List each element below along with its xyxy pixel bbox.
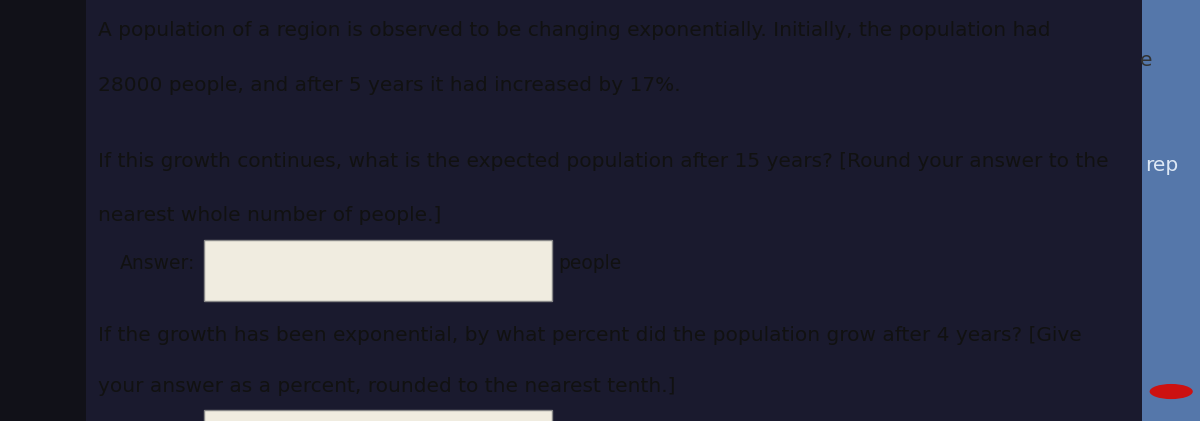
Bar	[1142, 0, 1200, 421]
Text: nearest whole number of people.]: nearest whole number of people.]	[98, 206, 442, 225]
Text: If this growth continues, what is the expected population after 15 years? [Round: If this growth continues, what is the ex…	[98, 152, 1109, 171]
FancyBboxPatch shape	[204, 410, 552, 421]
Circle shape	[1150, 384, 1193, 399]
Text: Answer:: Answer:	[120, 253, 196, 273]
Text: 28000 people, and after 5 years it had increased by 17%.: 28000 people, and after 5 years it had i…	[98, 76, 682, 95]
Text: e: e	[1140, 51, 1152, 69]
Text: If the growth has been exponential, by what percent did the population grow afte: If the growth has been exponential, by w…	[98, 326, 1082, 345]
FancyBboxPatch shape	[204, 240, 552, 301]
Bar	[0, 0, 86, 421]
Text: rep: rep	[1145, 156, 1178, 175]
Text: A population of a region is observed to be changing exponentially. Initially, th: A population of a region is observed to …	[98, 21, 1051, 40]
Text: people: people	[558, 253, 622, 273]
Text: your answer as a percent, rounded to the nearest tenth.]: your answer as a percent, rounded to the…	[98, 377, 676, 396]
